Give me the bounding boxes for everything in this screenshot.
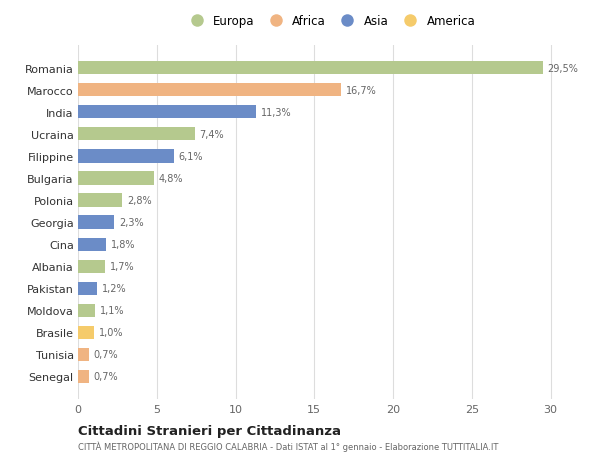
Bar — [78, 194, 122, 207]
Text: 1,7%: 1,7% — [110, 262, 134, 272]
Bar — [78, 106, 256, 119]
Text: 2,8%: 2,8% — [127, 196, 151, 206]
Legend: Europa, Africa, Asia, America: Europa, Africa, Asia, America — [182, 13, 478, 31]
Bar — [78, 172, 154, 185]
Text: CITTÀ METROPOLITANA DI REGGIO CALABRIA - Dati ISTAT al 1° gennaio - Elaborazione: CITTÀ METROPOLITANA DI REGGIO CALABRIA -… — [78, 441, 499, 451]
Text: 1,1%: 1,1% — [100, 306, 125, 316]
Text: 1,8%: 1,8% — [111, 240, 136, 250]
Text: Cittadini Stranieri per Cittadinanza: Cittadini Stranieri per Cittadinanza — [78, 424, 341, 437]
Text: 1,0%: 1,0% — [98, 328, 123, 338]
Text: 7,4%: 7,4% — [199, 129, 224, 140]
Bar — [78, 260, 105, 273]
Bar — [78, 150, 174, 163]
Text: 11,3%: 11,3% — [261, 107, 292, 118]
Text: 0,7%: 0,7% — [94, 372, 118, 381]
Bar — [78, 326, 94, 339]
Text: 4,8%: 4,8% — [158, 174, 183, 184]
Bar — [78, 62, 542, 75]
Bar — [78, 128, 194, 141]
Bar — [78, 348, 89, 361]
Text: 6,1%: 6,1% — [179, 151, 203, 162]
Bar — [78, 304, 95, 317]
Text: 0,7%: 0,7% — [94, 350, 118, 360]
Bar — [78, 282, 97, 295]
Text: 29,5%: 29,5% — [547, 64, 578, 73]
Bar — [78, 84, 341, 97]
Bar — [78, 216, 114, 229]
Text: 1,2%: 1,2% — [101, 284, 126, 294]
Text: 16,7%: 16,7% — [346, 85, 377, 95]
Text: 2,3%: 2,3% — [119, 218, 143, 228]
Bar — [78, 370, 89, 383]
Bar — [78, 238, 106, 251]
